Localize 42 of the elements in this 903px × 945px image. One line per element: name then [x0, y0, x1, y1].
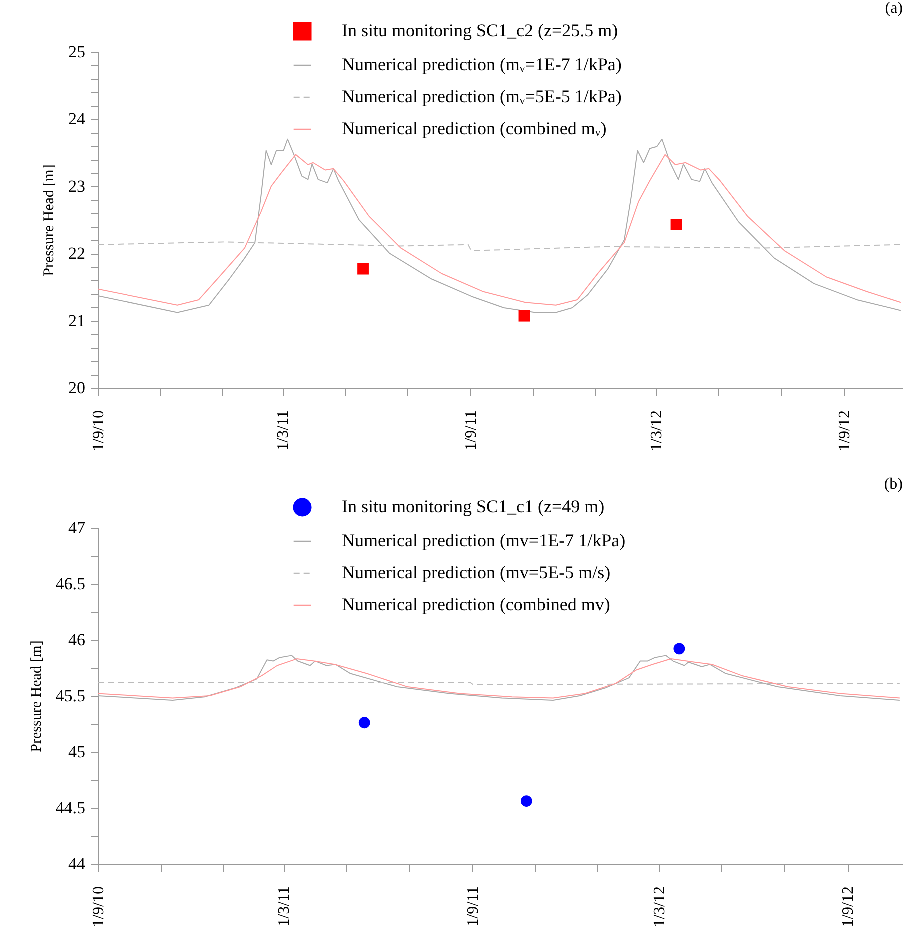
y-tick-label: 44.5 [56, 798, 86, 818]
legend-label: Numerical prediction (combined mᵥ) [342, 118, 607, 138]
legend-label: Numerical prediction (mv=1E-7 1/kPa) [342, 530, 626, 550]
legend-label: Numerical prediction (mᵥ=5E-5 1/kPa) [342, 86, 622, 106]
y-tick-label: 23 [68, 176, 86, 196]
y-tick-label: 46 [68, 630, 86, 650]
y-tick-label: 47 [68, 518, 86, 538]
x-tick-label: 1/9/11 [464, 886, 482, 927]
x-tick-label: 1/3/12 [651, 886, 668, 928]
chart-title: (b) [884, 476, 903, 493]
x-tick-label: 1/9/11 [462, 410, 480, 451]
x-tick-label: 1/9/12 [836, 410, 854, 452]
point [358, 717, 370, 729]
line-series [98, 242, 902, 252]
x-tick-label: 1/3/11 [276, 886, 294, 927]
y-tick-label: 20 [68, 378, 86, 398]
y-tick-label: 45 [68, 742, 86, 762]
point [518, 310, 530, 322]
legend-label: Numerical prediction (mᵥ=1E-7 1/kPa) [342, 54, 622, 74]
y-axis-title: Pressure Head [m] [28, 640, 45, 752]
x-tick-label: 1/3/12 [648, 410, 666, 452]
y-tick-label: 21 [68, 311, 86, 330]
chart-title: (a) [885, 0, 903, 17]
x-tick-label: 1/9/10 [90, 410, 108, 452]
x-tick-label: 1/9/12 [840, 886, 858, 928]
y-tick-label: 44 [68, 854, 86, 874]
legend-label: In situ monitoring SC1_c1 (z=49 m) [342, 496, 605, 516]
x-tick-label: 1/3/11 [275, 410, 292, 451]
x-tick-label: 1/9/10 [90, 886, 108, 928]
legend-label: In situ monitoring SC1_c2 (z=25.5 m) [342, 20, 618, 40]
point [670, 219, 682, 230]
y-tick-label: 45.5 [56, 686, 86, 706]
point [520, 796, 532, 807]
y-axis-title: Pressure Head [m] [42, 164, 58, 276]
legend-label: Numerical prediction (mv=5E-5 m/s) [342, 562, 611, 582]
y-tick-label: 22 [68, 244, 86, 264]
y-tick-label: 46.5 [56, 574, 86, 594]
point [674, 643, 686, 655]
legend-label: Numerical prediction (combined mv) [342, 594, 610, 614]
y-tick-label: 25 [68, 42, 86, 62]
y-tick-label: 24 [68, 110, 86, 129]
point [358, 263, 369, 275]
